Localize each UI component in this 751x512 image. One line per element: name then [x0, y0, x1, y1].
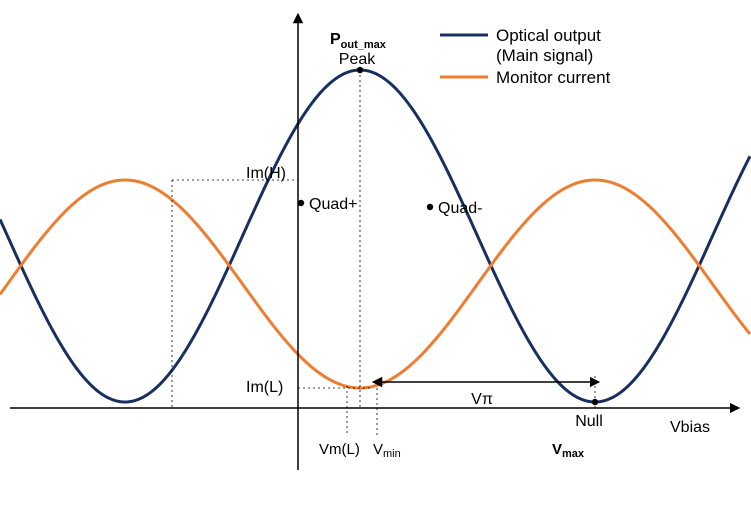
im-l-label: Im(L)	[246, 379, 283, 396]
vm-l-label: Vm(L)	[319, 441, 360, 458]
legend-label-optical-2: (Main signal)	[496, 46, 593, 65]
peak-label: Peak	[339, 51, 376, 68]
quad-plus-label: Quad+	[309, 196, 357, 213]
chart-background	[0, 0, 751, 512]
x-axis-label: Vbias	[670, 419, 710, 436]
im-h-label: Im(H)	[246, 165, 286, 182]
null-label: Null	[575, 413, 603, 430]
legend-label-optical-1: Optical output	[496, 26, 601, 45]
quad-plus-marker	[298, 200, 304, 206]
vpi-label: Vπ	[471, 391, 493, 408]
quad-minus-marker	[427, 204, 433, 210]
quad-minus-label: Quad-	[438, 200, 482, 217]
null-marker	[592, 399, 598, 405]
legend-label-monitor: Monitor current	[496, 68, 611, 87]
modulator-bias-chart: Pout_maxPeakQuad+Quad-NullIm(H)Im(L)Vm(L…	[0, 0, 751, 512]
